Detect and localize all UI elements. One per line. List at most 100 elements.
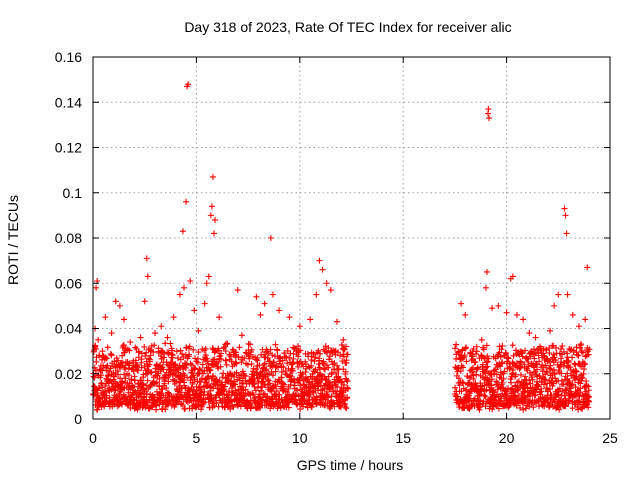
data-point (200, 370, 207, 377)
data-point (93, 345, 100, 352)
data-point (212, 394, 219, 401)
data-point (485, 355, 492, 362)
data-point (167, 340, 174, 347)
data-point (291, 382, 298, 389)
data-point (575, 398, 582, 405)
data-point (580, 366, 587, 373)
data-point (280, 364, 287, 371)
data-point (221, 344, 228, 351)
data-point (128, 376, 135, 383)
data-point (306, 379, 313, 386)
data-point (565, 400, 572, 407)
data-point (169, 352, 176, 359)
data-point (517, 371, 524, 378)
data-point (310, 350, 317, 357)
data-point (483, 359, 490, 366)
data-point (342, 368, 349, 375)
data-point (578, 341, 585, 348)
data-points (90, 81, 593, 413)
data-point (255, 379, 262, 386)
data-point (222, 341, 229, 348)
data-point (296, 323, 303, 330)
data-point (578, 375, 585, 382)
x-tick-label: 10 (292, 430, 308, 446)
data-point (203, 280, 210, 287)
data-point (287, 378, 294, 385)
y-tick-label: 0.16 (55, 49, 82, 65)
data-point (144, 377, 151, 384)
data-point (253, 366, 260, 373)
data-point (137, 334, 144, 341)
data-point (152, 330, 159, 337)
data-point (99, 348, 106, 355)
data-point (564, 370, 571, 377)
data-point (541, 400, 548, 407)
data-point (532, 350, 539, 357)
data-point (230, 404, 237, 411)
data-point (319, 266, 326, 273)
data-point (522, 347, 529, 354)
data-point (250, 391, 257, 398)
data-point (209, 173, 216, 180)
data-point (482, 393, 489, 400)
data-point (108, 362, 115, 369)
data-point (558, 370, 565, 377)
data-point (325, 344, 332, 351)
data-point (259, 368, 266, 375)
data-point (574, 351, 581, 358)
data-point (335, 349, 342, 356)
data-point (541, 375, 548, 382)
data-point (195, 349, 202, 356)
data-point (485, 106, 492, 113)
data-point (477, 403, 484, 410)
data-point (546, 350, 553, 357)
data-point (301, 398, 308, 405)
data-point (316, 355, 323, 362)
data-point (321, 366, 328, 373)
data-point (569, 381, 576, 388)
data-point (179, 351, 186, 358)
data-point (463, 344, 470, 351)
data-point (502, 350, 509, 357)
data-point (343, 376, 350, 383)
data-point (164, 334, 171, 341)
data-point (473, 348, 480, 355)
data-point (490, 387, 497, 394)
data-point (162, 340, 169, 347)
data-point (261, 360, 268, 367)
data-point (287, 350, 294, 357)
data-point (141, 298, 148, 305)
data-point (323, 280, 330, 287)
data-point (258, 387, 265, 394)
data-point (216, 377, 223, 384)
data-point (558, 345, 565, 352)
data-point (483, 342, 490, 349)
data-point (295, 363, 302, 370)
data-point (185, 81, 192, 88)
data-point (549, 343, 556, 350)
data-point (468, 388, 475, 395)
data-point (271, 359, 278, 366)
data-point (119, 378, 126, 385)
data-point (206, 366, 213, 373)
data-point (315, 347, 322, 354)
data-point (453, 341, 460, 348)
data-point (313, 291, 320, 298)
data-point (497, 353, 504, 360)
data-point (218, 350, 225, 357)
data-point (541, 381, 548, 388)
data-point (322, 375, 329, 382)
data-point (519, 353, 526, 360)
data-point (526, 330, 533, 337)
data-point (222, 347, 229, 354)
data-point (250, 375, 257, 382)
data-point (499, 342, 506, 349)
data-point (267, 235, 274, 241)
data-point (137, 390, 144, 397)
data-point (462, 311, 469, 318)
data-point (163, 369, 170, 376)
data-point (488, 376, 495, 383)
data-point (543, 396, 550, 403)
data-point (208, 203, 215, 210)
data-point (191, 374, 198, 381)
